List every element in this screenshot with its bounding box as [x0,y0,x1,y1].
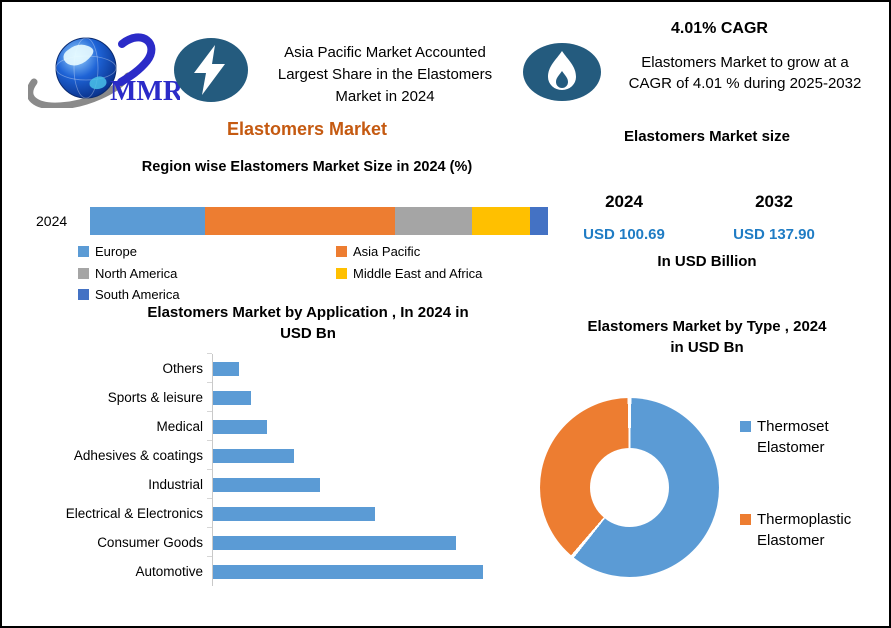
bar [213,419,267,434]
cagr-title: 4.01% CAGR [671,20,768,37]
cagr-note: Elastomers Market to grow at a CAGR of 4… [600,52,889,94]
market-size-title: Elastomers Market size [624,128,790,145]
region-bar-segment [471,207,530,235]
legend-label: Europe [95,244,137,259]
logo-swoosh [28,72,132,108]
legend-label: South America [95,287,180,302]
logo-curl [117,33,156,86]
application-chart-row: Sports & leisure [28,382,508,412]
donut-hole [590,448,669,527]
region-bar-segment [204,207,395,235]
size-column-2024: 2024 USD 100.69 [564,192,684,243]
note-line: CAGR of 4.01 % during 2025-2032 [628,75,862,92]
category-label: Adhesives & coatings [73,448,203,463]
bar [213,448,294,463]
bar-area [207,498,504,528]
bar [213,390,251,405]
region-bar-segment [529,207,548,235]
application-chart-row: Adhesives & coatings [28,440,508,470]
application-chart-row: Industrial [28,469,508,499]
category-label: Industrial [148,477,203,492]
application-chart-row: Electrical & Electronics [28,498,508,528]
legend-swatch [740,514,751,525]
legend-label: Asia Pacific [353,244,421,259]
bar-area [207,411,504,441]
legend-swatch [78,246,89,257]
size-column-2032: 2032 USD 137.90 [714,192,834,243]
application-chart-row: Others [28,353,508,383]
legend-swatch [740,421,751,432]
mmr-logo: MMR [28,33,180,108]
legend-label: North America [95,265,178,281]
category-label: Automotive [135,564,203,579]
note-line: Asia Pacific Market Accounted [284,44,486,61]
legend-label: Thermoset Elastomer [757,418,829,456]
application-chart-row: Medical [28,411,508,441]
category-label: Consumer Goods [97,535,203,550]
bar [213,361,239,376]
bar-area [207,556,504,586]
asia-pacific-note: Asia Pacific Market Accounted Largest Sh… [258,42,512,108]
size-year: 2032 [755,192,793,211]
legend-item: Thermoplastic Elastomer [740,509,875,551]
size-unit-note: In USD Billion [657,253,757,270]
flame-icon [523,43,601,101]
region-axis-label: 2024 [36,213,68,229]
region-chart-title: Region wise Elastomers Market Size in 20… [141,159,473,175]
legend-item: South America [78,284,336,306]
region-bar-segment [90,207,205,235]
legend-item: Middle East and Africa [336,263,550,285]
logo-text: MMR [110,76,180,107]
legend-label: Thermoplastic Elastomer [757,511,852,549]
bar-area [207,469,504,499]
lightning-icon [174,38,248,102]
size-value: USD 100.69 [583,226,665,243]
type-legend: Thermoset Elastomer Thermoplastic Elastom… [740,416,875,551]
type-chart-title: Elastomers Market by Type , 2024 in USD … [538,316,876,358]
category-label: Medical [156,419,203,434]
note-line: Elastomers Market to grow at a [641,54,849,71]
bar [213,477,320,492]
page-title: Elastomers Market [226,119,388,139]
title-line: in USD Bn [670,339,744,356]
legend-swatch [78,267,89,279]
legend-label: Middle East and Africa [353,265,483,281]
bar [213,506,375,521]
application-chart-row: Automotive [28,556,508,586]
note-line: Market in 2024 [335,88,435,105]
category-label: Others [162,361,203,376]
legend-item: Asia Pacific [336,241,550,263]
size-value: USD 137.90 [733,226,815,243]
application-chart-title: Elastomers Market by Application , In 20… [117,302,499,344]
legend-swatch [78,289,89,300]
bar [213,535,456,550]
legend-item: Thermoset Elastomer [740,416,875,458]
type-donut [540,398,719,577]
legend-swatch [336,267,347,279]
region-legend: Europe Asia Pacific North America Middle Ea… [78,241,550,306]
legend-item: Europe [78,241,336,263]
title-line: Elastomers Market by Type , 2024 [587,318,827,335]
bar-area [207,440,504,470]
title-line: Elastomers Market by Application , In 20… [147,304,469,321]
category-label: Sports & leisure [107,390,203,405]
bar-area [207,382,504,412]
bar-area [207,353,504,383]
title-line: USD Bn [280,325,336,342]
bar [213,564,483,579]
application-chart-row: Consumer Goods [28,527,508,557]
region-stacked-bar [90,207,548,235]
category-label: Electrical & Electronics [65,506,203,521]
bar-area [207,527,504,557]
size-year: 2024 [605,192,643,211]
legend-item: North America [78,263,336,285]
legend-swatch [336,246,347,257]
note-line: Largest Share in the Elastomers [277,66,493,83]
region-bar-segment [394,207,472,235]
application-chart-rows: Others Sports & leisure Medical Adhesives &… [28,353,508,586]
